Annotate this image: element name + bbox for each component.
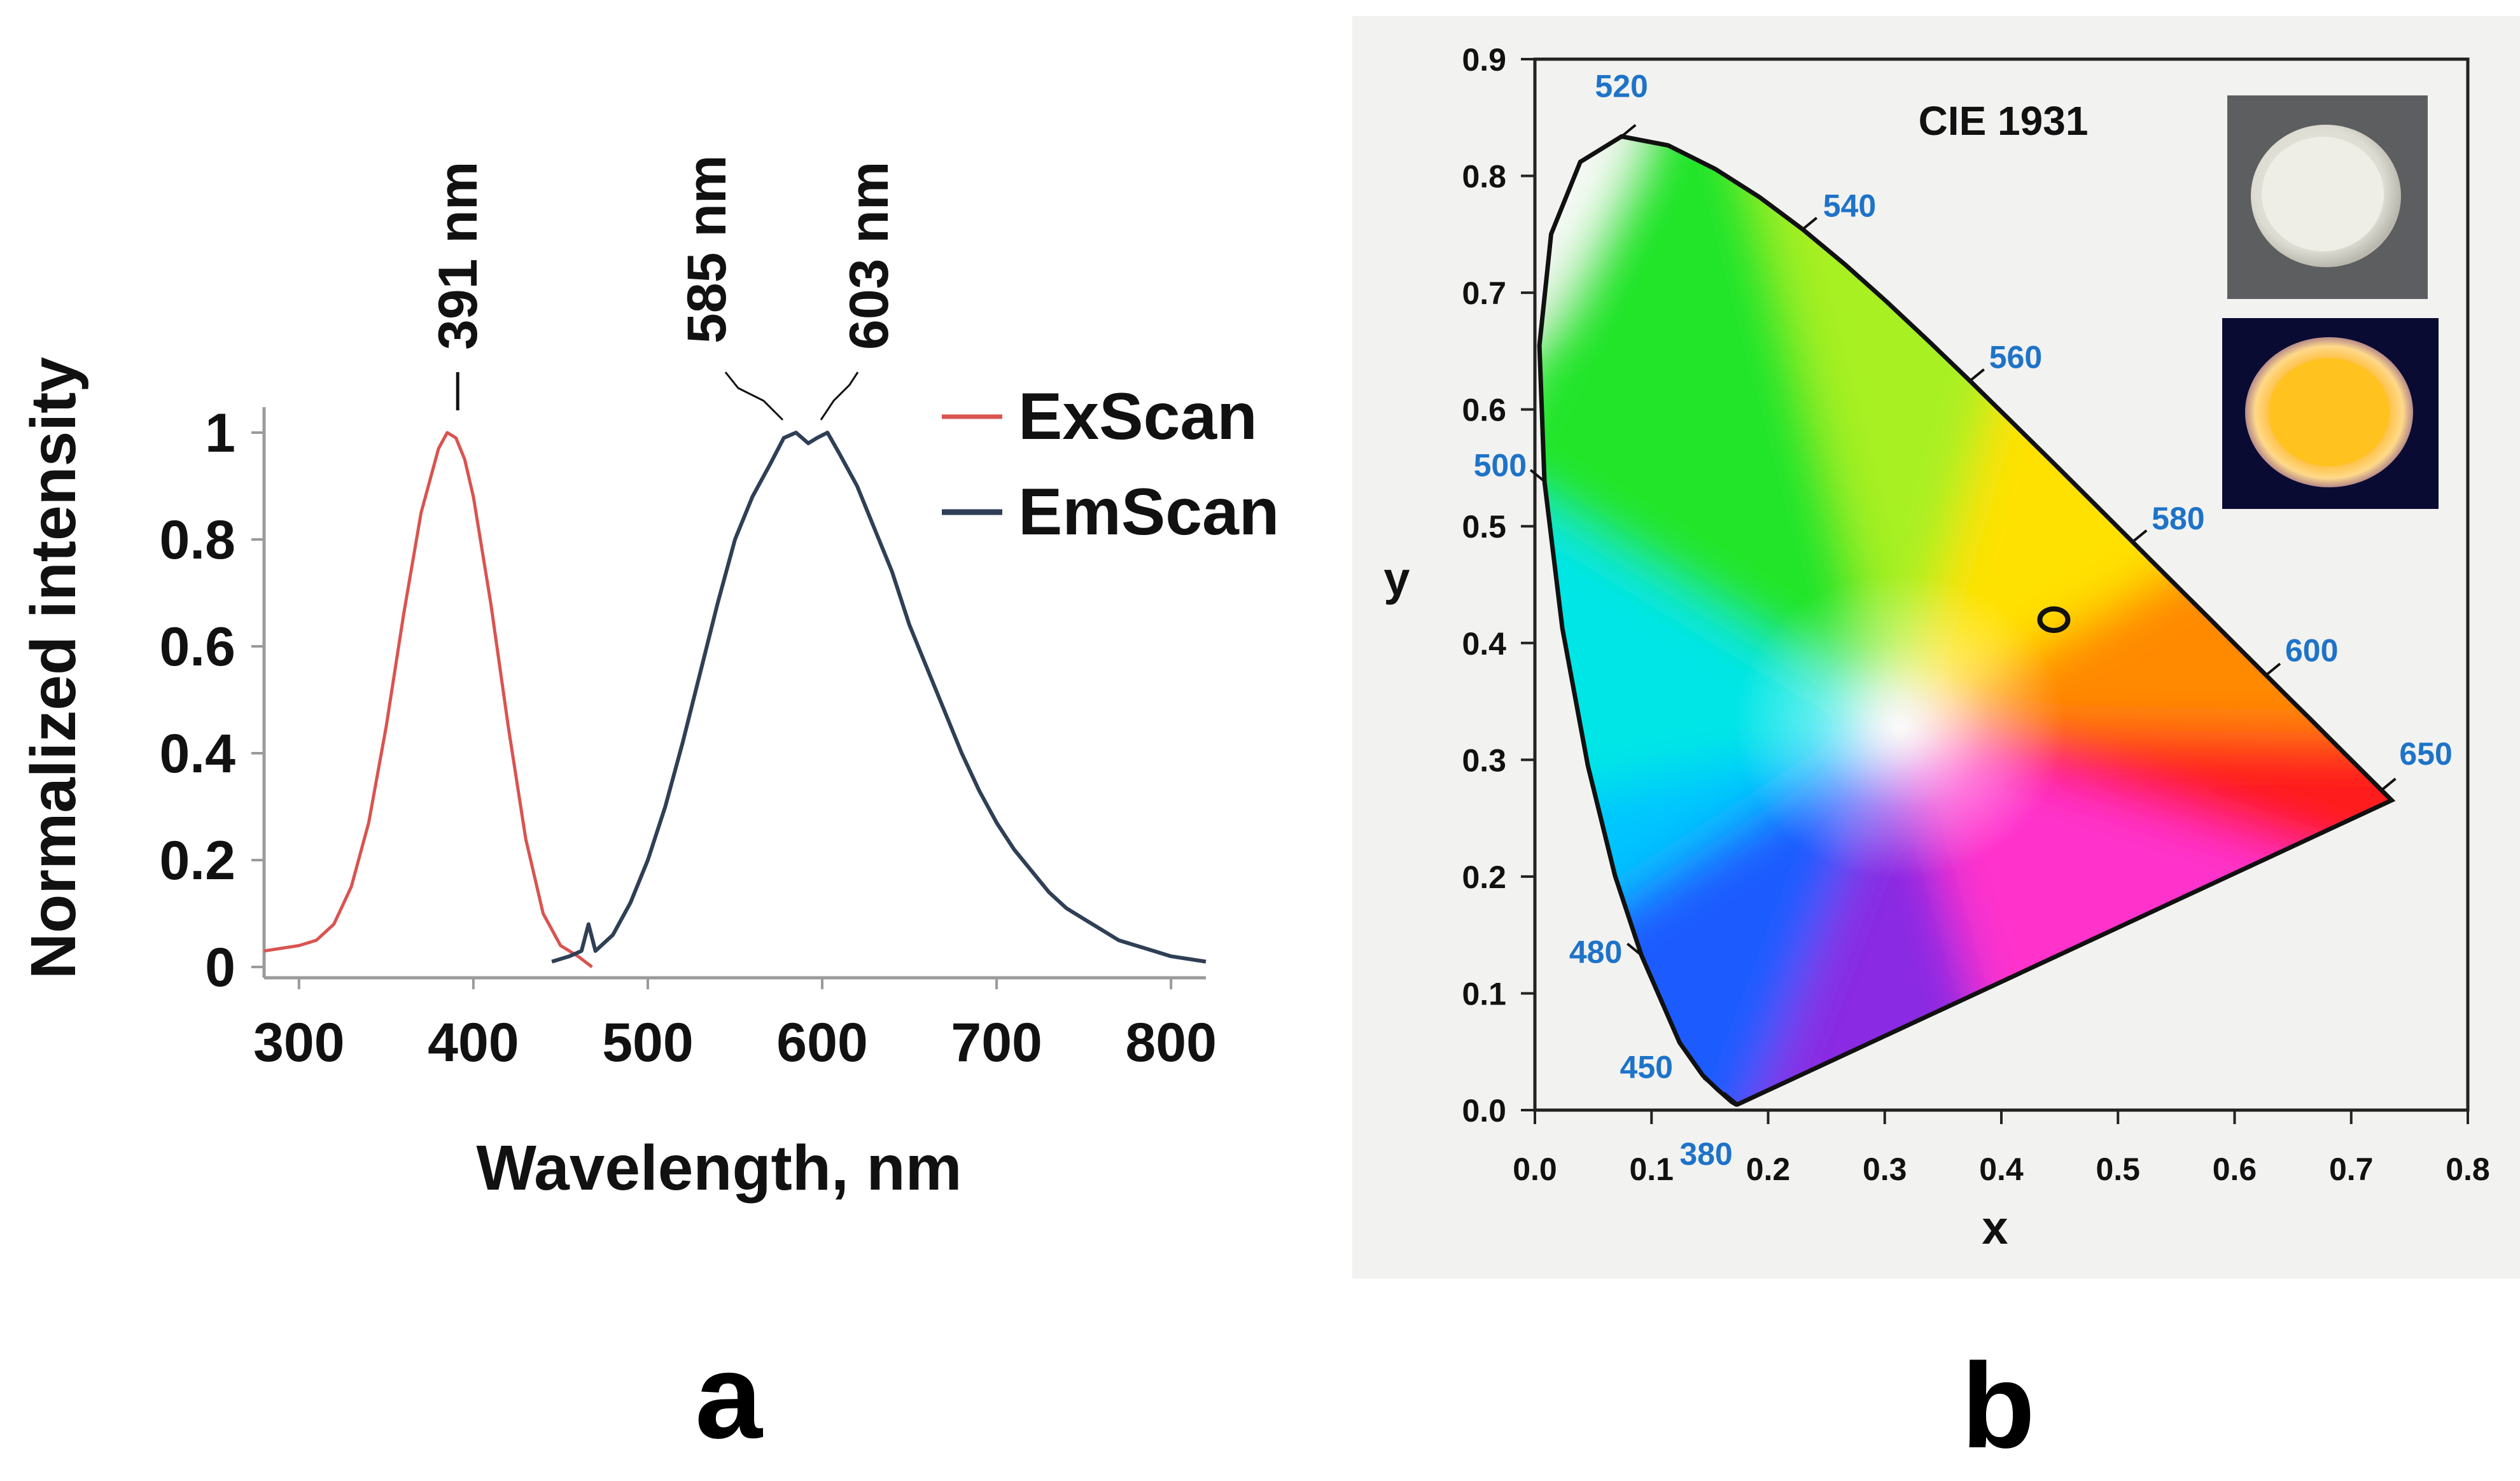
cie-1931-chart: 0.0 0.1 0.2 0.3 0.4 0.5 0.6 0.7 0.8 0.0 0.1 0.2 0.3 0… bbox=[1352, 16, 2520, 1473]
inset-orange-glow-photo bbox=[2222, 318, 2439, 509]
legend: ExScan EmScan bbox=[942, 380, 1279, 549]
y-tick-label: 0.5 bbox=[1462, 509, 1506, 545]
x-axis-title: x bbox=[1982, 1201, 2008, 1254]
x-tick-label: 0.8 bbox=[2446, 1151, 2490, 1187]
wavelength-tick-600 bbox=[2265, 662, 2281, 676]
y-tick-label: 0.8 bbox=[1462, 159, 1506, 195]
y-tick-label: 0.6 bbox=[1462, 393, 1506, 428]
wavelength-label-540: 540 bbox=[1823, 188, 1876, 223]
legend-label-exscan: ExScan bbox=[1018, 380, 1257, 454]
wavelength-label-560: 560 bbox=[1989, 340, 2042, 375]
peak-label-603: 603 nm bbox=[839, 162, 900, 350]
wavelength-label-450: 450 bbox=[1620, 1050, 1673, 1085]
x-tick-label: 500 bbox=[602, 1012, 694, 1073]
x-tick-label: 0.2 bbox=[1746, 1151, 1791, 1187]
y-tick-label: 0.2 bbox=[159, 830, 235, 891]
wavelength-tick-540 bbox=[1802, 216, 1818, 230]
x-tick-label: 0.0 bbox=[1513, 1151, 1557, 1187]
y-axis-title: Normalized intensity bbox=[18, 357, 89, 979]
y-tick-label: 0.4 bbox=[1462, 626, 1506, 662]
excitation-emission-chart: 0 0.2 0.4 0.6 0.8 1 300 400 500 600 700 800 391 nm… bbox=[18, 155, 1279, 1464]
peak-leader-603 bbox=[820, 372, 859, 421]
y-tick-label: 0.3 bbox=[1462, 742, 1506, 778]
x-tick-label: 0.7 bbox=[2329, 1151, 2374, 1187]
y-tick-label: 0.1 bbox=[1462, 976, 1506, 1012]
wavelength-label-480: 480 bbox=[1569, 934, 1622, 970]
y-axis-title: y bbox=[1383, 552, 1410, 605]
x-tick-label: 300 bbox=[253, 1012, 345, 1073]
series-line-emscan bbox=[551, 431, 1207, 964]
wavelength-tick-450 bbox=[1702, 1076, 1719, 1091]
y-tick-label: 0.4 bbox=[159, 723, 235, 784]
x-axis-title: Wavelength, nm bbox=[476, 1132, 962, 1204]
y-tick-label: 0 bbox=[205, 937, 235, 998]
x-tick-label: 600 bbox=[776, 1012, 868, 1073]
chart-title: CIE 1931 bbox=[1919, 98, 2089, 144]
x-tick-label: 800 bbox=[1125, 1012, 1217, 1073]
wavelength-label-580: 580 bbox=[2152, 501, 2204, 536]
wavelength-tick-380 bbox=[1723, 1092, 1739, 1106]
peak-label-391: 391 nm bbox=[428, 162, 489, 350]
wavelength-label-500: 500 bbox=[1474, 448, 1527, 483]
panel-label-b: b bbox=[1961, 1338, 2035, 1473]
y-tick-label: 0.7 bbox=[1462, 275, 1506, 311]
x-tick-label: 400 bbox=[428, 1012, 519, 1073]
spectral-locus bbox=[1537, 134, 2396, 1107]
x-tick-label: 0.5 bbox=[2096, 1151, 2140, 1187]
x-tick-label: 0.4 bbox=[1979, 1151, 2024, 1187]
series-line-exscan bbox=[263, 431, 593, 968]
y-tick-label: 0.6 bbox=[159, 616, 235, 678]
y-tick-label: 0.9 bbox=[1462, 42, 1506, 78]
wavelength-tick-650 bbox=[2381, 777, 2397, 791]
wavelength-label-600: 600 bbox=[2285, 632, 2338, 668]
y-tick-label: 0.0 bbox=[1462, 1093, 1506, 1129]
panel-label-a: a bbox=[695, 1329, 763, 1464]
x-tick-label: 0.1 bbox=[1629, 1151, 1674, 1187]
inset-white-disc-photo bbox=[2227, 95, 2428, 299]
peak-leader-585 bbox=[724, 372, 784, 421]
wavelength-tick-520 bbox=[1620, 123, 1637, 138]
y-tick-label: 0.8 bbox=[159, 510, 235, 571]
chromaticity-point bbox=[2037, 606, 2071, 634]
y-tick-label: 1 bbox=[205, 403, 235, 464]
wavelength-tick-580 bbox=[2131, 529, 2148, 543]
wavelength-label-520: 520 bbox=[1595, 69, 1648, 104]
x-tick-label: 700 bbox=[951, 1012, 1042, 1073]
wavelength-label-650: 650 bbox=[2399, 736, 2452, 772]
wavelength-label-380: 380 bbox=[1679, 1136, 1732, 1172]
wavelength-tick-560 bbox=[1969, 368, 1985, 382]
x-tick-label: 0.6 bbox=[2213, 1151, 2257, 1187]
x-tick-label: 0.3 bbox=[1863, 1151, 1907, 1187]
y-tick-label: 0.2 bbox=[1462, 859, 1506, 895]
legend-label-emscan: EmScan bbox=[1018, 475, 1279, 549]
peak-label-585: 585 nm bbox=[676, 155, 738, 344]
wavelength-tick-480 bbox=[1627, 942, 1642, 956]
wavelength-tick-500 bbox=[1529, 469, 1546, 483]
